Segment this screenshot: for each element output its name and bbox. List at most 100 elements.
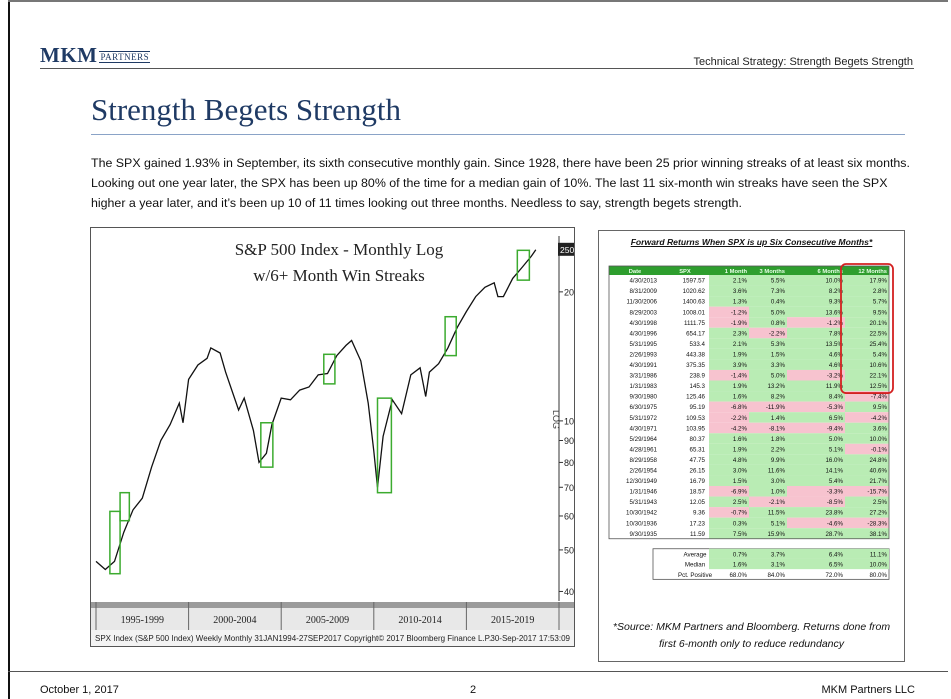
win-streak-box: [323, 353, 336, 385]
table-cell-bg: [709, 306, 749, 318]
table-cell: 1111.75: [684, 320, 706, 327]
summary-cell-bg: [749, 548, 787, 559]
header-rule: [40, 68, 914, 69]
table-cell-bg: [749, 348, 787, 360]
table-cell-bg: [845, 359, 889, 370]
footer-firm: MKM Partners LLC: [821, 684, 915, 696]
win-streak-box: [444, 315, 457, 357]
table-cell: 9.3%: [829, 299, 844, 306]
table-cell: 443.38: [686, 351, 705, 358]
table-cell-bg: [845, 306, 889, 318]
table-cell-bg: [749, 285, 787, 297]
table-cell-bg: [845, 317, 889, 328]
table-cell: 5.3%: [771, 341, 786, 348]
table-cell: 238.9: [690, 373, 706, 380]
table-header-cell: Date: [629, 269, 642, 275]
source-footnote: *Source: MKM Partners and Bloomberg. Ret…: [612, 621, 891, 650]
table-cell-bg: [749, 306, 787, 318]
spx-chart-svg: S&P 500 Index - Monthly Log w/6+ Month Wi…: [91, 236, 574, 646]
table-cell-bg: [845, 412, 889, 423]
title-rule: [91, 134, 905, 135]
table-cell-bg: [787, 359, 845, 370]
win-streak-box: [516, 249, 531, 281]
x-period-label: 2005-2009: [306, 615, 349, 626]
table-cell-bg: [845, 486, 889, 497]
table-cell: 1008.01: [683, 309, 706, 316]
table-cell: 8/31/2009: [629, 288, 657, 295]
table-cell-bg: [787, 296, 845, 307]
table-cell: -4.2%: [871, 415, 888, 422]
table-cell: -5.3%: [827, 404, 844, 411]
table-cell: 17.23: [690, 520, 706, 527]
table-cell: 1.9%: [733, 351, 748, 358]
table-cell: 1/31/1946: [629, 489, 657, 496]
logo-main: MKM: [40, 43, 98, 67]
summary-cell: 1.6%: [733, 562, 748, 569]
summary-cell: 3.7%: [771, 551, 786, 558]
forward-returns-panel: Forward Returns When SPX is up Six Conse…: [598, 230, 905, 662]
table-cell: 4/30/1991: [629, 362, 657, 369]
table-cell: 5.0%: [829, 436, 844, 443]
table-cell-bg: [787, 401, 845, 413]
table-cell: 7.8%: [829, 330, 844, 337]
table-cell: 4/28/1961: [629, 446, 657, 453]
table-cell-bg: [845, 422, 889, 434]
table-cell-bg: [749, 391, 787, 402]
table-cell-bg: [709, 296, 749, 307]
summary-cell-bg: [709, 558, 749, 570]
table-cell: 4/30/2013: [629, 278, 657, 285]
table-cell: 1.6%: [733, 394, 748, 401]
table-cell-bg: [845, 369, 889, 381]
table-cell: 25.4%: [869, 341, 887, 348]
table-cell: 1.6%: [733, 436, 748, 443]
table-cell: 10/30/1936: [626, 520, 658, 527]
table-cell: 2.5%: [873, 499, 888, 506]
table-cell-bg: [709, 327, 749, 339]
table-cell: 1.0%: [771, 489, 786, 496]
table-cell-bg: [749, 443, 787, 455]
table-cell-bg: [845, 528, 889, 539]
table-cell-bg: [787, 348, 845, 360]
table-cell-bg: [787, 369, 845, 381]
table-cell-bg: [749, 486, 787, 497]
table-cell-bg: [709, 348, 749, 360]
table-cell: 65.31: [690, 446, 706, 453]
spx-series-line: [95, 249, 537, 571]
table-cell: 2.3%: [733, 330, 748, 337]
summary-cell-bg: [845, 558, 889, 570]
table-cell-bg: [845, 275, 889, 286]
table-cell-bg: [845, 338, 889, 349]
table-cell-bg: [787, 433, 845, 444]
table-cell: 12/30/1949: [626, 478, 658, 485]
table-cell: 11.59: [690, 531, 706, 538]
table-header-cell: 1 Month: [725, 269, 748, 275]
page-number: 2: [470, 684, 477, 696]
table-cell: 7.5%: [733, 531, 748, 538]
table-cell: 2/26/1993: [629, 351, 657, 358]
table-header-cell: 3 Months: [760, 269, 785, 275]
table-cell-bg: [787, 507, 845, 518]
table-border: [608, 265, 890, 540]
table-cell-bg: [709, 464, 749, 476]
table-cell-bg: [787, 306, 845, 318]
table-cell-bg: [787, 475, 845, 486]
table-cell: 2.8%: [873, 288, 888, 295]
table-cell: 12.05: [690, 499, 706, 506]
table-cell: -28.3%: [867, 520, 887, 527]
table-cell: 3.9%: [733, 362, 748, 369]
table-cell-bg: [709, 412, 749, 423]
table-cell: 2.2%: [771, 446, 786, 453]
table-cell-bg: [787, 517, 845, 529]
table-cell: 4.8%: [733, 457, 748, 464]
table-cell: 3.6%: [733, 288, 748, 295]
chart-title-line: S&P 500 Index - Monthly Log: [235, 240, 444, 259]
table-cell: 4.6%: [829, 351, 844, 358]
table-cell-bg: [787, 327, 845, 339]
table-cell-bg: [845, 433, 889, 444]
table-cell: 109.53: [686, 415, 705, 422]
summary-cell: 11.1%: [870, 551, 888, 558]
table-cell-bg: [845, 507, 889, 518]
x-axis-bar: [91, 602, 574, 608]
table-cell-bg: [845, 401, 889, 413]
table-cell: 40.6%: [869, 468, 887, 475]
